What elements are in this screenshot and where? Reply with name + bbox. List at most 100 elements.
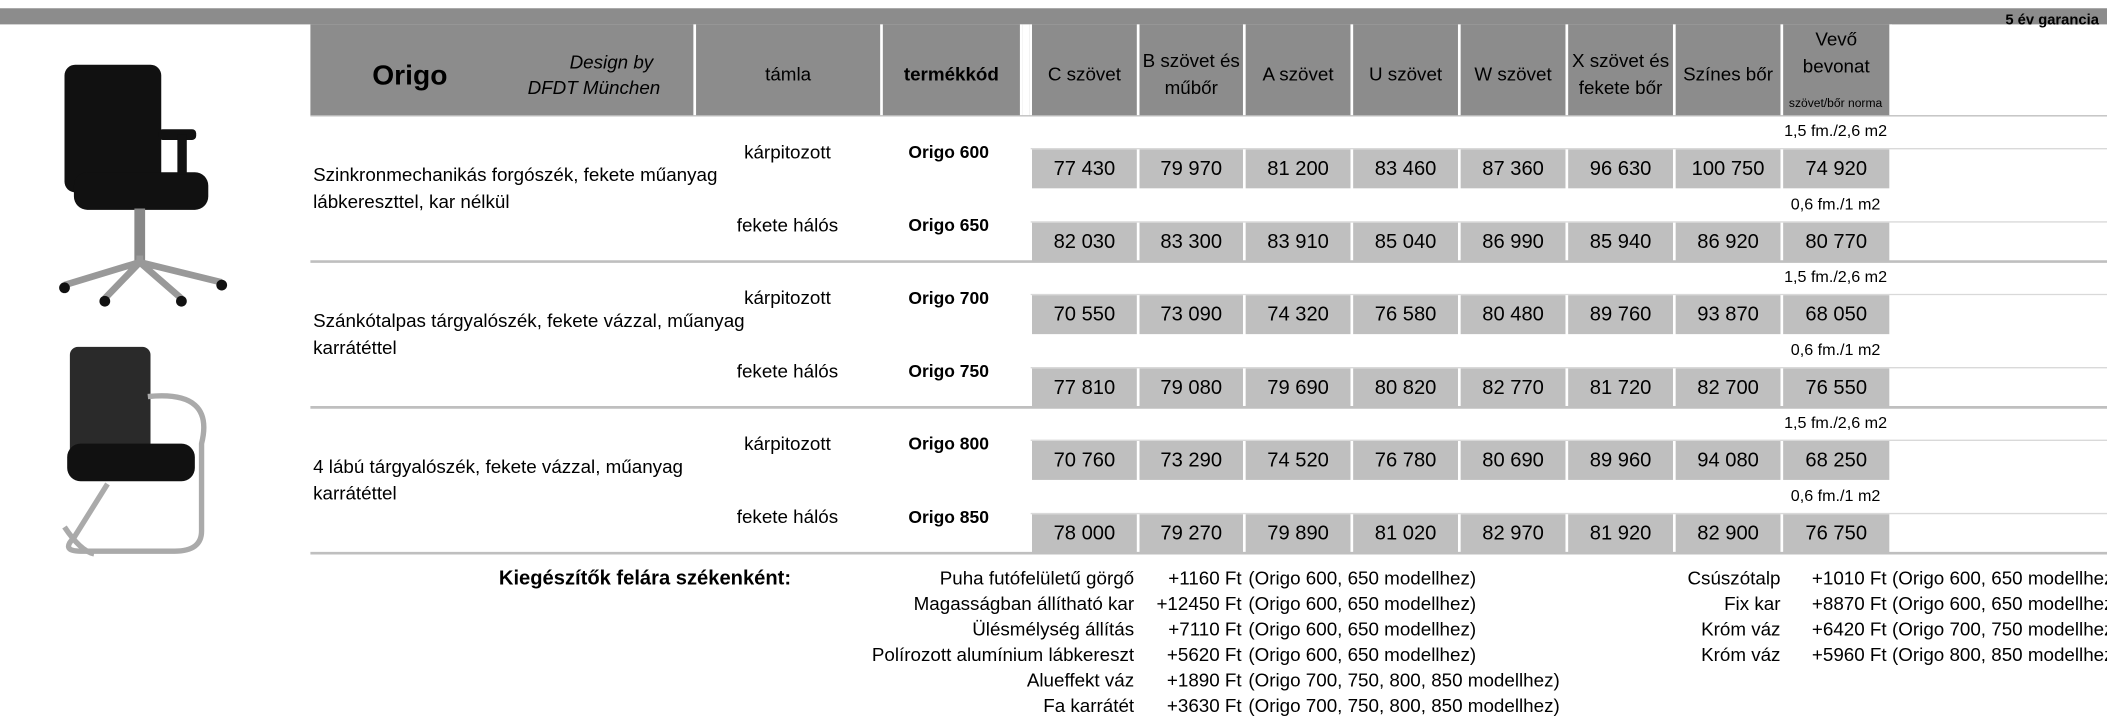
description: karrátéttel bbox=[313, 483, 397, 504]
price-cell bbox=[1032, 440, 1137, 480]
price-cell bbox=[1675, 514, 1781, 554]
back-type: kárpitozott bbox=[744, 141, 831, 162]
norma: 1,5 fm./2,6 m2 bbox=[1784, 122, 1887, 140]
price-cell bbox=[1245, 514, 1351, 554]
accessory-name: Fix kar bbox=[1724, 593, 1780, 614]
price: 81 200 bbox=[1267, 158, 1329, 180]
accessory-note: (Origo 600, 650 modellhez) bbox=[1892, 567, 2107, 588]
price: 93 870 bbox=[1697, 304, 1759, 326]
warranty: 5 év garancia bbox=[2005, 12, 2099, 28]
price: 79 690 bbox=[1267, 377, 1329, 399]
accessory-price: +3630 Ft bbox=[1167, 695, 1242, 716]
price-cell bbox=[1032, 222, 1137, 262]
accessory-name: Puha futófelületű görgő bbox=[940, 567, 1134, 588]
accessory-name: Króm váz bbox=[1701, 618, 1780, 639]
price-cell bbox=[1139, 222, 1243, 262]
product-code: Origo 650 bbox=[908, 215, 989, 235]
price: 85 040 bbox=[1375, 231, 1437, 253]
product-code: Origo 750 bbox=[908, 361, 989, 381]
price: 81 020 bbox=[1375, 523, 1437, 545]
price-cell bbox=[1675, 440, 1781, 480]
price: 80 820 bbox=[1375, 377, 1437, 399]
back-type: kárpitozott bbox=[744, 433, 831, 454]
description: 4 lábú tárgyalószék, fekete vázzal, műan… bbox=[313, 456, 683, 477]
price-cell bbox=[1460, 295, 1566, 335]
description: Szinkronmechanikás forgószék, fekete műa… bbox=[313, 164, 717, 185]
price: 82 770 bbox=[1482, 377, 1544, 399]
price-cell bbox=[1139, 514, 1243, 554]
accessory-name: Csúszótalp bbox=[1687, 567, 1780, 588]
price-cell bbox=[1675, 149, 1781, 189]
price: 83 910 bbox=[1267, 231, 1329, 253]
price: 96 630 bbox=[1590, 158, 1652, 180]
price: 77 430 bbox=[1054, 158, 1116, 180]
price: 79 080 bbox=[1160, 377, 1222, 399]
price-cell bbox=[1245, 295, 1351, 335]
back-type: fekete hálós bbox=[737, 215, 838, 236]
price-cell bbox=[1675, 222, 1781, 262]
price: 74 520 bbox=[1267, 449, 1329, 471]
price: 86 990 bbox=[1482, 231, 1544, 253]
product-code: Origo 700 bbox=[908, 288, 989, 308]
price-cell bbox=[1783, 295, 1890, 335]
accessory-name: Magasságban állítható kar bbox=[914, 593, 1134, 614]
column-header: bevonat bbox=[1803, 55, 1871, 76]
norma: 0,6 fm./1 m2 bbox=[1791, 195, 1881, 213]
norma: 1,5 fm./2,6 m2 bbox=[1784, 414, 1887, 432]
column-header: X szövet és bbox=[1572, 50, 1669, 71]
header-bar bbox=[310, 24, 1891, 116]
price: 79 270 bbox=[1160, 523, 1222, 545]
accessory-note: (Origo 700, 750 modellhez) bbox=[1892, 618, 2107, 639]
accessory-name: Króm váz bbox=[1701, 644, 1780, 665]
product-code: Origo 800 bbox=[908, 434, 989, 454]
price-cell bbox=[1353, 514, 1458, 554]
price: 73 090 bbox=[1160, 304, 1222, 326]
column-header: A szövet bbox=[1263, 63, 1335, 84]
price: 68 050 bbox=[1805, 304, 1867, 326]
price-cell bbox=[1568, 440, 1673, 480]
accessory-note: (Origo 600, 650 modellhez) bbox=[1248, 567, 1476, 588]
price-cell bbox=[1139, 295, 1243, 335]
price: 86 920 bbox=[1697, 231, 1759, 253]
price-cell bbox=[1353, 368, 1458, 408]
column-header: W szövet bbox=[1474, 63, 1552, 84]
price-cell bbox=[1032, 514, 1137, 554]
product-code: Origo 850 bbox=[908, 507, 989, 527]
price-cell bbox=[1032, 368, 1137, 408]
price: 78 000 bbox=[1054, 523, 1116, 545]
top-bar bbox=[0, 8, 2107, 25]
price: 77 810 bbox=[1054, 377, 1116, 399]
design-by: Design by bbox=[570, 51, 655, 72]
price: 76 580 bbox=[1375, 304, 1437, 326]
accessory-name: Ülésmélység állítás bbox=[972, 618, 1134, 639]
description: karrátéttel bbox=[313, 337, 397, 358]
chair-image bbox=[62, 346, 207, 557]
accessory-price: +1890 Ft bbox=[1167, 669, 1242, 690]
back-type: fekete hálós bbox=[737, 506, 838, 527]
accessory-note: (Origo 600, 650 modellhez) bbox=[1248, 593, 1476, 614]
price-cell bbox=[1139, 368, 1243, 408]
price-cell bbox=[1139, 149, 1243, 189]
price: 81 720 bbox=[1590, 377, 1652, 399]
accessory-price: +8870 Ft bbox=[1812, 593, 1887, 614]
price: 70 550 bbox=[1054, 304, 1116, 326]
price-cell bbox=[1568, 222, 1673, 262]
accessory-price: +1010 Ft bbox=[1812, 567, 1887, 588]
price-cell bbox=[1783, 440, 1890, 480]
chair-image bbox=[59, 64, 228, 307]
accessory-name: Polírozott alumínium lábkereszt bbox=[872, 644, 1135, 665]
price-cell bbox=[1353, 295, 1458, 335]
price-cell bbox=[1568, 295, 1673, 335]
price-cell bbox=[1460, 514, 1566, 554]
price: 74 920 bbox=[1805, 158, 1867, 180]
price-cell bbox=[1783, 368, 1890, 408]
norm-note: szövet/bőr norma bbox=[1789, 96, 1883, 110]
price-cell bbox=[1568, 149, 1673, 189]
price: 80 770 bbox=[1805, 231, 1867, 253]
accessory-note: (Origo 600, 650 modellhez) bbox=[1248, 644, 1476, 665]
price-cell bbox=[1783, 514, 1890, 554]
column-header: C szövet bbox=[1048, 63, 1122, 84]
accessory-note: (Origo 600, 650 modellhez) bbox=[1248, 618, 1476, 639]
accessory-price: +7110 Ft bbox=[1168, 618, 1242, 639]
